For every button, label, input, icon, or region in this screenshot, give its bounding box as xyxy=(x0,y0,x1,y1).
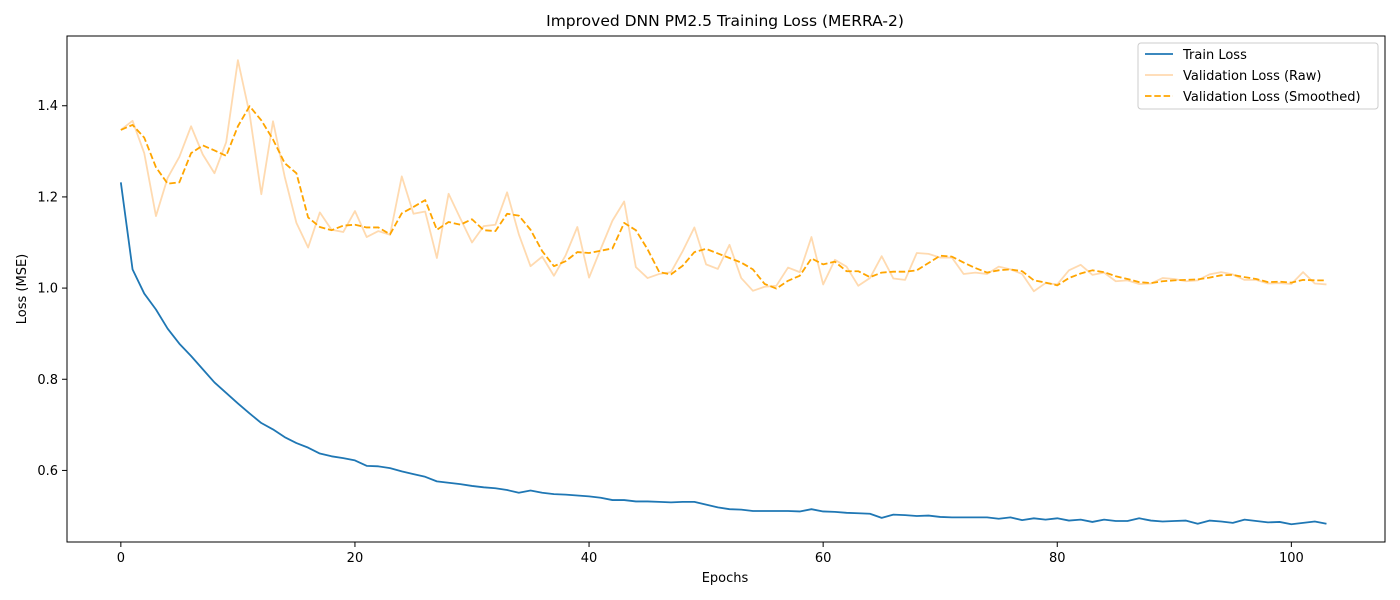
x-tick-label: 0 xyxy=(117,551,125,566)
y-tick-label: 0.8 xyxy=(37,373,58,388)
series-line-validation-smoothed xyxy=(120,105,1327,290)
plot-frame xyxy=(66,35,1386,543)
legend-label-validation-raw: Validation Loss (Raw) xyxy=(1183,69,1321,84)
series-layer xyxy=(119,59,1327,526)
y-axis-label: Loss (MSE) xyxy=(15,254,30,324)
x-axis-label: Epochs xyxy=(702,571,749,586)
y-tick-label: 1.4 xyxy=(37,99,58,114)
x-tick-label: 80 xyxy=(1049,551,1066,566)
x-tick-label: 100 xyxy=(1279,551,1304,566)
series-line-train-loss xyxy=(119,182,1327,526)
x-tick-label: 40 xyxy=(581,551,598,566)
x-tick-label: 60 xyxy=(815,551,832,566)
x-axis: 0 20 40 60 80 100 xyxy=(117,542,1304,566)
x-tick-label: 20 xyxy=(347,551,364,566)
legend-label-train-loss: Train Loss xyxy=(1182,48,1247,63)
chart-title: Improved DNN PM2.5 Training Loss (MERRA-… xyxy=(546,12,904,30)
legend: Train Loss Validation Loss (Raw) Validat… xyxy=(1137,42,1379,110)
y-tick-label: 1.0 xyxy=(37,282,58,297)
y-axis: 0.6 0.8 1.0 1.2 1.4 xyxy=(37,99,67,479)
series-line-validation-raw xyxy=(120,59,1327,293)
legend-label-validation-smoothed: Validation Loss (Smoothed) xyxy=(1183,90,1361,105)
y-tick-label: 0.6 xyxy=(37,464,58,479)
legend-box xyxy=(1137,42,1379,110)
y-tick-label: 1.2 xyxy=(37,190,58,205)
